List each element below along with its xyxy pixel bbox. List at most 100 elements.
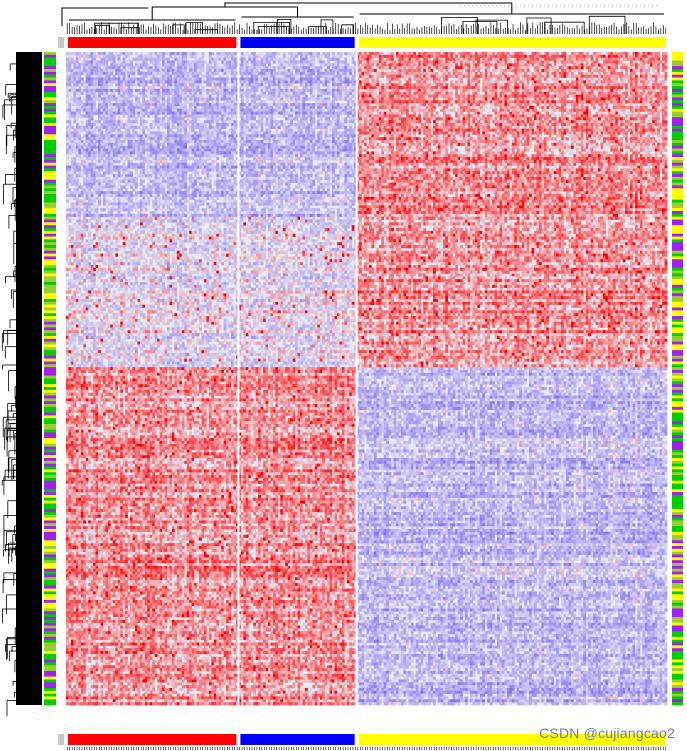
- heatmap-cell: [347, 80, 350, 83]
- heatmap-cell: [573, 55, 576, 58]
- heatmap-cell: [123, 78, 126, 81]
- heatmap-cell: [268, 83, 271, 86]
- heatmap-cell: [401, 69, 404, 72]
- heatmap-cell: [300, 75, 303, 78]
- heatmap-cell: [455, 66, 458, 69]
- heatmap-cell: [566, 72, 569, 75]
- heatmap-cell: [546, 58, 549, 61]
- heatmap-cell: [401, 75, 404, 78]
- row-annotation-cell: [672, 61, 683, 64]
- row-annotation-cell: [672, 699, 683, 702]
- heatmap-cell: [514, 83, 517, 86]
- heatmap-cell: [155, 58, 158, 61]
- heatmap-cell: [201, 69, 204, 72]
- row-annotation-cell: [672, 168, 683, 171]
- heatmap-cell: [246, 75, 249, 78]
- heatmap-cell: [71, 58, 74, 61]
- heatmap-cell: [197, 52, 200, 55]
- heatmap-cell: [293, 63, 296, 66]
- heatmap-cell: [608, 69, 611, 72]
- heatmap-cell: [527, 55, 530, 58]
- heatmap-cell: [554, 58, 557, 61]
- heatmap-cell: [423, 66, 426, 69]
- heatmap-cell: [507, 78, 510, 81]
- heatmap-cell: [423, 58, 426, 61]
- heatmap-cell: [110, 55, 113, 58]
- heatmap-cell: [105, 72, 108, 75]
- heatmap-cell: [145, 55, 148, 58]
- heatmap-cell: [96, 61, 99, 64]
- heatmap-cell: [140, 66, 143, 69]
- row-annotation-cell: [44, 617, 56, 620]
- heatmap-cell: [312, 83, 315, 86]
- heatmap-cell: [608, 75, 611, 78]
- heatmap-cell: [179, 61, 182, 64]
- row-annotation-cell: [672, 478, 683, 481]
- heatmap-cell: [455, 83, 458, 86]
- heatmap-cell: [108, 78, 111, 81]
- heatmap-cell: [559, 61, 562, 64]
- heatmap-cell: [280, 80, 283, 83]
- heatmap-cell: [458, 83, 461, 86]
- heatmap-cell: [169, 78, 172, 81]
- heatmap-cell: [105, 66, 108, 69]
- heatmap-cell: [263, 58, 266, 61]
- heatmap-cell: [91, 78, 94, 81]
- row-annotation-cell: [672, 83, 683, 86]
- heatmap-cell: [91, 55, 94, 58]
- heatmap-cell: [408, 61, 411, 64]
- heatmap-cell: [362, 75, 365, 78]
- heatmap-cell: [167, 58, 170, 61]
- heatmap-cell: [539, 61, 542, 64]
- heatmap-cell: [421, 69, 424, 72]
- heatmap-cell: [339, 86, 342, 89]
- heatmap-cell: [157, 72, 160, 75]
- row-annotation-cell: [44, 404, 56, 407]
- heatmap-cell: [453, 69, 456, 72]
- heatmap-cell: [125, 61, 128, 64]
- heatmap-cell: [226, 75, 229, 78]
- heatmap-cell: [81, 61, 84, 64]
- heatmap-cell: [507, 80, 510, 83]
- heatmap-cell: [438, 75, 441, 78]
- heatmap-cell: [495, 69, 498, 72]
- heatmap-cell: [167, 86, 170, 89]
- heatmap-cell: [497, 58, 500, 61]
- heatmap-cell: [98, 72, 101, 75]
- heatmap-cell: [103, 63, 106, 66]
- heatmap-cell: [399, 61, 402, 64]
- row-annotation-cell: [44, 694, 56, 697]
- heatmap-cell: [147, 72, 150, 75]
- heatmap-cell: [433, 61, 436, 64]
- heatmap-cell: [403, 75, 406, 78]
- heatmap-cell: [507, 66, 510, 69]
- heatmap-cell: [472, 75, 475, 78]
- column-dendrogram-branch: [95, 25, 109, 34]
- heatmap-cell: [443, 52, 446, 55]
- heatmap-cell: [327, 86, 330, 89]
- heatmap-cell: [177, 61, 180, 64]
- heatmap-cell: [495, 58, 498, 61]
- heatmap-cell: [394, 78, 397, 81]
- heatmap-cell: [214, 83, 217, 86]
- heatmap-cell: [105, 78, 108, 81]
- heatmap-cell: [485, 52, 488, 55]
- heatmap-cell: [665, 63, 668, 66]
- heatmap-cell: [389, 61, 392, 64]
- heatmap-cell: [450, 52, 453, 55]
- heatmap-cell: [411, 55, 414, 58]
- heatmap-cell: [581, 55, 584, 58]
- heatmap-cell: [246, 63, 249, 66]
- heatmap-cell: [177, 83, 180, 86]
- heatmap-cell: [233, 58, 236, 61]
- row-annotation-cell: [44, 69, 56, 72]
- heatmap-cell: [182, 75, 185, 78]
- heatmap-cell: [421, 52, 424, 55]
- heatmap-cell: [403, 58, 406, 61]
- heatmap-cell: [413, 86, 416, 89]
- heatmap-cell: [194, 63, 197, 66]
- heatmap-cell: [192, 86, 195, 89]
- heatmap-cell: [460, 72, 463, 75]
- heatmap-cell: [573, 75, 576, 78]
- heatmap-cell: [300, 66, 303, 69]
